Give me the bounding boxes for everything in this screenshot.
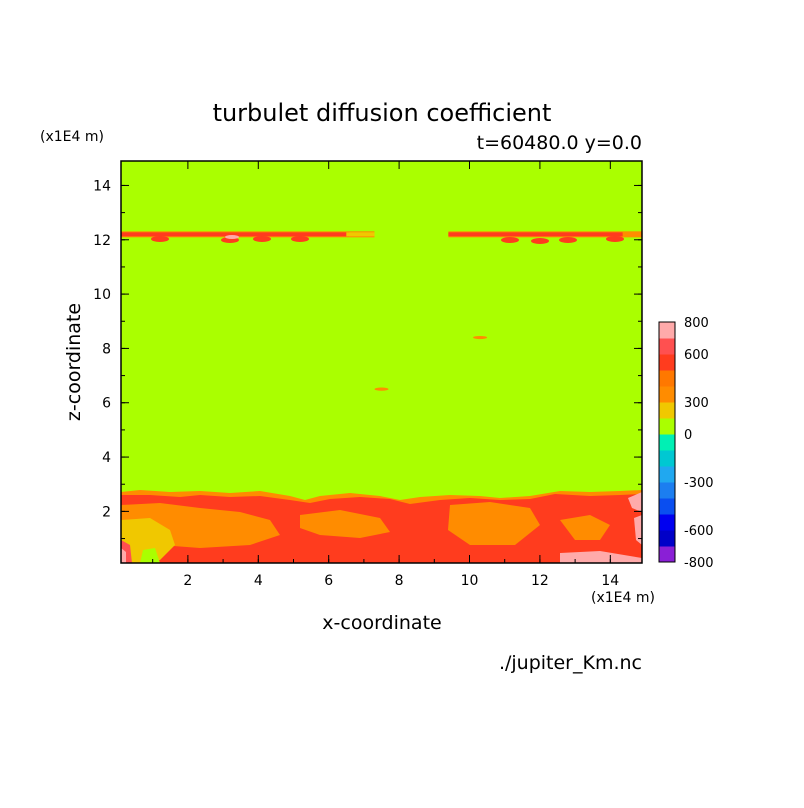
contour-spot — [374, 387, 389, 391]
colorbar-swatch — [659, 530, 675, 547]
colorbar-tick-label: 0 — [684, 428, 692, 443]
contour-layers — [121, 161, 642, 563]
colorbar-swatch — [659, 514, 675, 531]
x-tick-label: 14 — [601, 573, 619, 589]
x-tick-label: 12 — [531, 573, 549, 589]
colorbar-swatch — [659, 498, 675, 515]
contour-upper-red — [448, 232, 623, 237]
y-tick-label: 12 — [93, 233, 111, 249]
x-tick-label: 2 — [183, 573, 192, 589]
y-tick-label: 10 — [93, 287, 111, 303]
contour-lower-pocket — [300, 510, 390, 538]
contour-lower-pink — [121, 548, 126, 563]
contour-lower-yellow — [121, 518, 175, 563]
contour-upper-blob — [291, 236, 309, 242]
plot-axes: 2 4 6 8 10 12 14 2 4 6 8 10 12 14 — [93, 160, 643, 589]
colorbar-frame — [658, 321, 676, 563]
colorbar-swatch — [659, 386, 675, 403]
colorbar-swatch — [659, 322, 675, 339]
colorbar-tick-label: -600 — [684, 524, 714, 539]
colorbar-tick-label: 600 — [684, 348, 709, 363]
contour-spot — [473, 335, 488, 340]
contour-upper-pink — [225, 235, 239, 239]
colorbar-swatch — [659, 354, 675, 371]
contour-upper-blob — [151, 236, 169, 242]
contour-field — [121, 161, 642, 563]
x-tick-label: 4 — [254, 573, 263, 589]
contour-upper-blob — [253, 236, 271, 242]
x-unit-label: (x1E4 m) — [591, 590, 655, 606]
x-tick-label: 10 — [461, 573, 479, 589]
y-tick-label: 2 — [102, 504, 111, 520]
contour-upper-blob — [559, 237, 577, 243]
contour-upper-blob — [606, 236, 624, 242]
colorbar: -800 -600 -300 0 300 600 800 — [658, 316, 714, 571]
contour-lower-pink — [628, 492, 642, 512]
colorbar-swatch — [659, 434, 675, 451]
chart-title: turbulet diffusion coefficient — [213, 99, 552, 127]
y-tick-label: 8 — [102, 341, 111, 357]
x-axis-label: x-coordinate — [322, 612, 441, 634]
contour-lower-pocket — [560, 515, 610, 540]
contour-upper-blob — [531, 238, 549, 244]
contour-lower-pink — [560, 551, 642, 563]
colorbar-swatch — [659, 466, 675, 483]
x-tick-label: 8 — [395, 573, 404, 589]
contour-lower-pink — [634, 515, 642, 545]
colorbar-swatch — [659, 546, 675, 563]
plot-frame — [120, 160, 643, 564]
y-tick-label: 14 — [93, 178, 111, 194]
source-file-label: ./jupiter_Km.nc — [499, 652, 642, 674]
colorbar-swatch — [659, 418, 675, 435]
contour-lower-pocket — [448, 502, 540, 545]
colorbar-tick-label: -800 — [684, 556, 714, 571]
colorbar-swatch — [659, 370, 675, 387]
colorbar-swatch — [659, 338, 675, 355]
contour-upper-yellow — [346, 232, 375, 237]
y-unit-label: (x1E4 m) — [40, 129, 104, 145]
y-tick-label: 6 — [102, 396, 111, 412]
colorbar-swatch — [659, 402, 675, 419]
contour-upper-blob — [501, 237, 519, 243]
colorbar-tick-label: -300 — [684, 476, 714, 491]
colorbar-swatch — [659, 482, 675, 499]
contour-lower-green — [140, 548, 160, 563]
contour-upper-red — [121, 232, 350, 237]
colorbar-tick-label: 800 — [684, 316, 709, 331]
y-axis-label: z-coordinate — [63, 303, 85, 421]
colorbar-swatch — [659, 450, 675, 467]
chart-subtitle: t=60480.0 y=0.0 — [477, 132, 642, 154]
y-tick-label: 4 — [102, 450, 111, 466]
colorbar-tick-label: 300 — [684, 396, 709, 411]
x-tick-label: 6 — [324, 573, 333, 589]
